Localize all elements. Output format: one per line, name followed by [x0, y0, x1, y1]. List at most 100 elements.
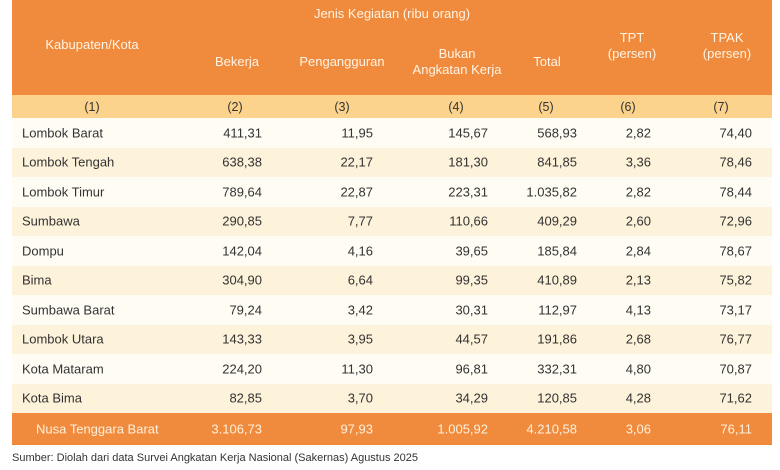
cell-total: 568,93 [537, 125, 577, 141]
cell-bekerja: 82,85 [229, 390, 262, 406]
cell-total: 185,84 [537, 243, 577, 259]
cell-tpt: 2,68 [625, 331, 651, 347]
cell-total: 120,85 [537, 390, 577, 406]
table-row: Kota Mataram 224,20 11,30 96,81 332,31 4,80 70… [12, 354, 772, 384]
total-tpak: 76,11 [720, 421, 752, 437]
cell-tpak: 75,82 [719, 272, 752, 288]
cell-bekerja: 224,20 [222, 361, 262, 377]
cell-bekerja: 79,24 [229, 302, 262, 318]
cell-total: 410,89 [537, 272, 577, 288]
cell-region: Sumbawa Barat [22, 302, 115, 318]
cell-bukan-angkatan-kerja: 39,65 [455, 243, 488, 259]
table-row: Lombok Tengah 638,38 22,17 181,30 841,85 3,36… [12, 147, 772, 177]
cell-pengangguran: 3,95 [347, 331, 373, 347]
cell-total: 841,85 [537, 154, 577, 170]
cell-bukan-angkatan-kerja: 145,67 [448, 125, 488, 141]
column-index-row: (1) (2) (3) (4) (5) (6) (7) [12, 95, 772, 118]
header-group: Jenis Kegiatan (ribu orang) [313, 6, 471, 21]
cell-bekerja: 411,31 [223, 125, 262, 141]
header-bak-line1: Bukan [438, 46, 476, 61]
cell-tpt: 4,80 [625, 361, 651, 377]
cell-tpak: 78,46 [719, 154, 752, 170]
cell-tpt: 3,36 [625, 154, 651, 170]
total-tpt: 3,06 [625, 421, 651, 437]
index-cell: (7) [713, 99, 729, 114]
cell-total: 1.035,82 [526, 184, 577, 200]
cell-pengangguran: 6,64 [347, 272, 373, 288]
total-bukan-angkatan-kerja: 1.005,92 [437, 421, 488, 437]
cell-pengangguran: 4,16 [347, 243, 373, 259]
cell-bekerja: 304,90 [222, 272, 262, 288]
cell-tpak: 78,67 [719, 243, 752, 259]
header-region: Kabupaten/Kota [45, 37, 139, 52]
cell-tpak: 71,62 [719, 390, 752, 406]
header-bak-line2: Angkatan Kerja [412, 62, 502, 77]
cell-bukan-angkatan-kerja: 99,35 [455, 272, 488, 288]
header-tpt-line1: TPT [619, 30, 645, 45]
cell-tpt: 4,28 [625, 390, 651, 406]
cell-region: Lombok Tengah [22, 154, 115, 170]
table-header: Jenis Kegiatan (ribu orang) Kabupaten/Ko… [12, 0, 772, 95]
cell-pengangguran: 3,42 [347, 302, 373, 318]
cell-bekerja: 789,64 [222, 184, 262, 200]
cell-total: 409,29 [537, 213, 577, 229]
table-row: Lombok Timur 789,64 22,87 223,31 1.035,82 2,8… [12, 177, 772, 207]
header-tpak-line1: TPAK [710, 30, 744, 45]
cell-total: 191,86 [537, 331, 577, 347]
cell-bekerja: 143,33 [222, 331, 262, 347]
cell-region: Bima [22, 272, 52, 288]
cell-tpak: 70,87 [719, 361, 752, 377]
table-row: Dompu 142,04 4,16 39,65 185,84 2,84 78,67 [12, 236, 772, 266]
table-row: Bima 304,90 6,64 99,35 410,89 2,13 75,82 [12, 265, 772, 295]
cell-region: Dompu [22, 243, 64, 259]
index-cell: (2) [227, 99, 243, 114]
cell-pengangguran: 11,95 [341, 125, 373, 141]
cell-region: Kota Mataram [22, 361, 104, 377]
cell-bukan-angkatan-kerja: 96,81 [455, 361, 488, 377]
header-pengangguran: Pengangguran [299, 54, 385, 69]
table-row: Lombok Utara 143,33 3,95 44,57 191,86 2,68 76,… [12, 324, 772, 354]
total-bekerja: 3.106,73 [211, 421, 262, 437]
cell-pengangguran: 22,17 [340, 154, 373, 170]
cell-bukan-angkatan-kerja: 110,66 [449, 213, 488, 229]
header-bekerja: Bekerja [214, 54, 260, 69]
table-row: Kota Bima 82,85 3,70 34,29 120,85 4,28 71,62 [12, 383, 772, 413]
cell-pengangguran: 11,30 [341, 361, 373, 377]
cell-tpt: 2,82 [625, 125, 651, 141]
cell-bekerja: 290,85 [222, 213, 262, 229]
table-row: Sumbawa Barat 79,24 3,42 30,31 112,97 4,13 73,… [12, 295, 772, 325]
table-row: Lombok Barat 411,31 11,95 145,67 568,93 2,82 7… [12, 118, 772, 148]
index-cell: (1) [84, 99, 100, 114]
index-cell: (3) [334, 99, 350, 114]
cell-total: 332,31 [537, 361, 577, 377]
cell-region: Sumbawa [22, 213, 80, 229]
total-row: Nusa Tenggara Barat 3.106,73 97,93 1.005… [12, 413, 772, 445]
cell-tpak: 76,77 [719, 331, 752, 347]
cell-tpt: 2,84 [625, 243, 651, 259]
cell-total: 112,97 [538, 302, 577, 318]
cell-bekerja: 142,04 [222, 243, 262, 259]
index-cell: (4) [448, 99, 464, 114]
cell-tpak: 73,17 [719, 302, 752, 318]
cell-pengangguran: 22,87 [340, 184, 373, 200]
cell-tpt: 2,13 [625, 272, 651, 288]
header-total: Total [533, 54, 561, 69]
cell-tpt: 4,13 [625, 302, 651, 318]
cell-tpak: 78,44 [719, 184, 752, 200]
header-tpt-line2: (persen) [607, 46, 657, 61]
cell-tpak: 72,96 [719, 213, 752, 229]
source-note: Sumber: Diolah dari data Survei Angkatan… [12, 452, 419, 464]
cell-bekerja: 638,38 [222, 154, 262, 170]
cell-tpak: 74,40 [719, 125, 752, 141]
index-cell: (6) [620, 99, 636, 114]
cell-region: Lombok Utara [22, 331, 104, 347]
cell-pengangguran: 7,77 [347, 213, 373, 229]
header-tpak: TPAK (persen) [692, 30, 762, 62]
cell-region: Lombok Timur [22, 184, 105, 200]
cell-bukan-angkatan-kerja: 30,31 [455, 302, 488, 318]
header-bukan-angkatan-kerja: Bukan Angkatan Kerja [397, 46, 517, 78]
cell-region: Lombok Barat [22, 125, 103, 141]
cell-tpt: 2,82 [625, 184, 651, 200]
cell-bukan-angkatan-kerja: 44,57 [455, 331, 488, 347]
cell-bukan-angkatan-kerja: 223,31 [448, 184, 488, 200]
